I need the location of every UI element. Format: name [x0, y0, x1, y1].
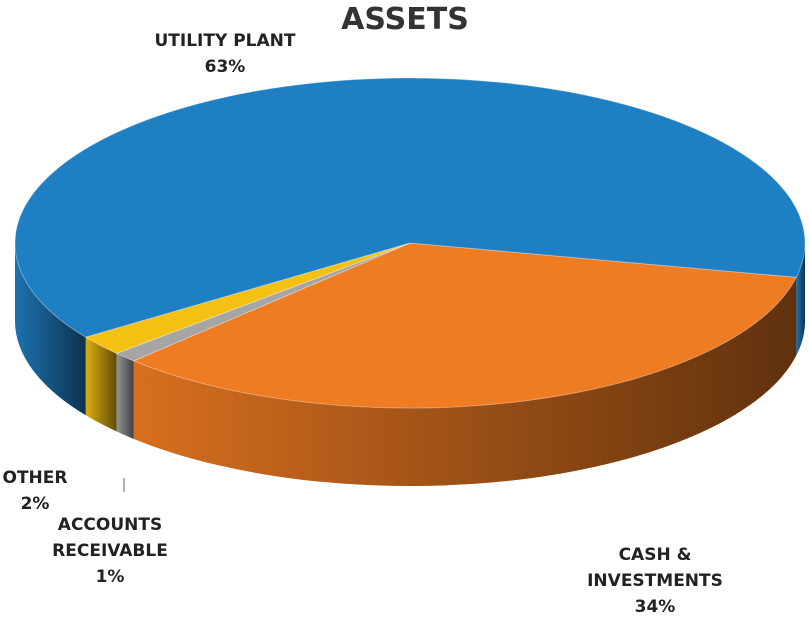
- slice-label: CASH & INVESTMENTS 34%: [585, 542, 725, 620]
- slice-label: OTHER 2%: [0, 465, 70, 517]
- category-label: ACCOUNTS RECEIVABLE: [52, 515, 168, 561]
- value-label: 63%: [204, 57, 246, 77]
- pie-slice: [14, 77, 806, 338]
- chart-title: ASSETS: [341, 2, 469, 37]
- slice-label: UTILITY PLANT 63%: [140, 28, 310, 80]
- pie-slice: [115, 242, 411, 362]
- category-label: OTHER: [2, 468, 68, 488]
- category-label: CASH & INVESTMENTS: [587, 545, 723, 591]
- pie-slice: [132, 242, 798, 409]
- value-label: 1%: [95, 567, 125, 587]
- value-label: 34%: [634, 597, 676, 617]
- pie-slice: [84, 242, 411, 354]
- slice-label: ACCOUNTS RECEIVABLE 1%: [45, 512, 175, 590]
- slice-side-shade: [85, 337, 117, 432]
- slice-side-shade: [133, 277, 797, 487]
- slice-side-shade: [15, 243, 86, 416]
- slice-side-shade: [116, 353, 134, 439]
- category-label: UTILITY PLANT: [154, 31, 296, 51]
- value-label: 2%: [20, 494, 50, 514]
- slice-side-shade: [796, 243, 805, 356]
